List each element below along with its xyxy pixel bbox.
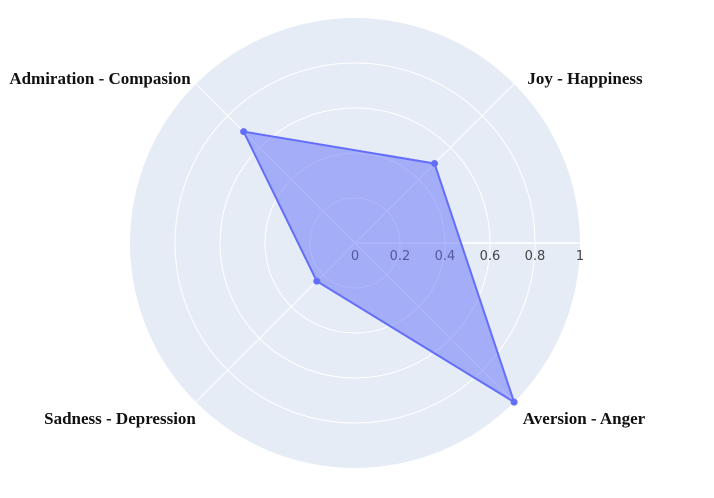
axis-label-0: Joy - Happiness	[527, 69, 643, 88]
axis-label-2: Sadness - Depression	[44, 409, 196, 428]
data-point-3[interactable]	[240, 128, 248, 136]
data-point-1[interactable]	[510, 398, 518, 406]
axis-label-1: Aversion - Anger	[523, 409, 646, 428]
data-point-2[interactable]	[313, 277, 321, 285]
data-points[interactable]	[240, 128, 518, 406]
tick-label-4: 0.8	[525, 249, 546, 264]
tick-label-5: 1	[576, 249, 584, 264]
axis-label-3: Admiration - Compasion	[9, 69, 191, 88]
data-point-0[interactable]	[431, 159, 439, 167]
axis-labels: Joy - Happiness Aversion - Anger Sadness -…	[9, 69, 645, 428]
tick-label-3: 0.6	[480, 249, 501, 264]
